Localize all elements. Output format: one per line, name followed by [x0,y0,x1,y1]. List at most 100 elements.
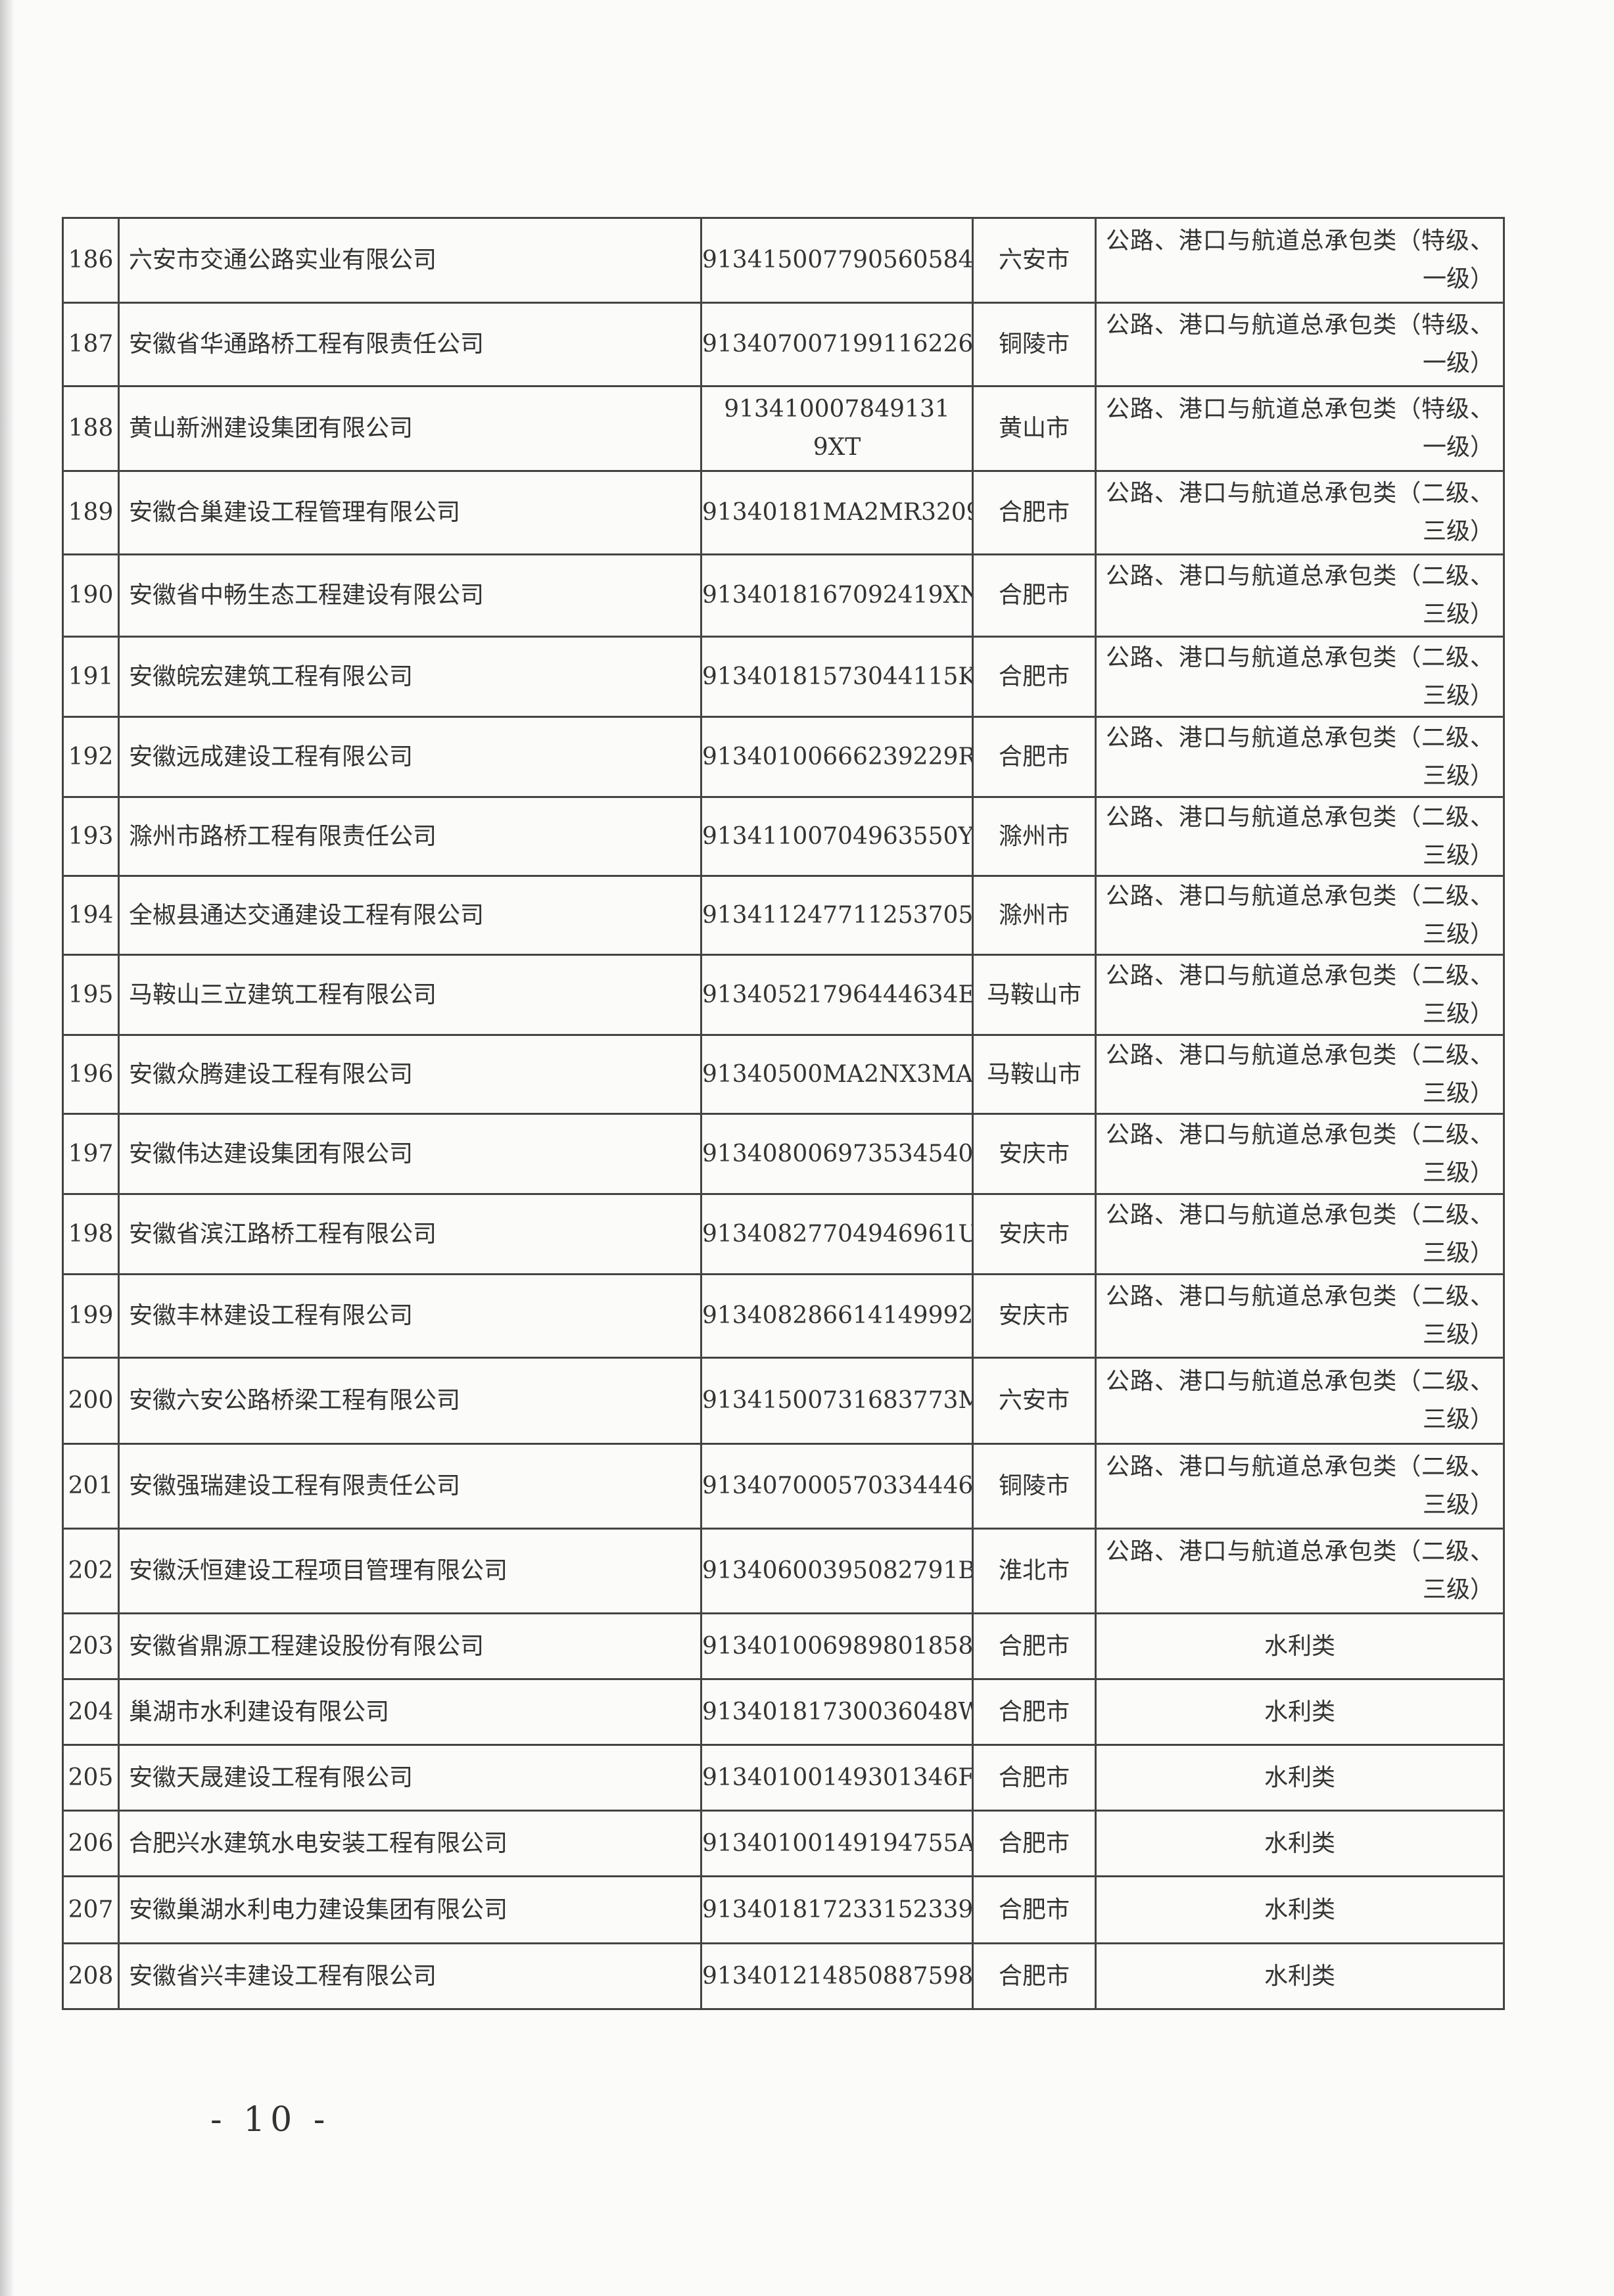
credit-code: 91340181730036048W [700,1678,974,1746]
credit-code: 913407000570334446 [700,1443,974,1530]
company-name: 安徽省兴丰建设工程有限公司 [118,1942,702,2010]
table-row: 189 安徽合巢建设工程管理有限公司 91340181MA2MR3209U 合肥市 公路… [62,470,1505,555]
table-row: 188 黄山新洲建设集团有限公司 913410007849131​9XT 黄山市 公路、… [62,385,1505,472]
city: 黄山市 [972,385,1097,472]
company-name: 安徽伟达建设集团有限公司 [118,1113,702,1195]
city: 马鞍山市 [972,954,1097,1036]
company-name: 合肥兴水建筑水电安装工程有限公司 [118,1810,702,1877]
city: 合肥市 [972,1612,1097,1680]
credit-code: 91340100666239229R [700,716,974,798]
row-number: 200 [62,1357,120,1445]
credit-code: 91340100149301346F [700,1744,974,1812]
company-name: 六安市交通公路实业有限公司 [118,217,702,304]
company-table: 186 六安市交通公路实业有限公司 913415007790560584 六安市 公路、… [62,217,1505,2010]
category: 公路、港口与航道总承包类（特级、一级） [1095,302,1505,387]
row-number: 203 [62,1612,120,1680]
company-name: 安徽省鼎源工程建设股份有限公司 [118,1612,702,1680]
credit-code: 91340500MA2NX3MA15 [700,1034,974,1115]
company-name: 安徽皖宏建筑工程有限公司 [118,636,702,718]
credit-code: 91340600395082791B [700,1528,974,1614]
row-number: 208 [62,1942,120,2010]
table-row: 205 安徽天晟建设工程有限公司 91340100149301346F 合肥市 水利类 [62,1744,1505,1812]
credit-code: 913411247711253705 [700,875,974,956]
credit-code: 91341500731683773M [700,1357,974,1445]
category: 公路、港口与航道总承包类（二级、三级） [1095,1113,1505,1195]
row-number: 193 [62,796,120,877]
table-row: 198 安徽省滨江路桥工程有限公司 91340827704946961U 安庆市 公路、… [62,1193,1505,1275]
table-row: 193 滁州市路桥工程有限责任公司 91341100704963550Y 滁州市 公路、… [62,796,1505,877]
company-name: 安徽合巢建设工程管理有限公司 [118,470,702,555]
city: 合肥市 [972,716,1097,798]
credit-code: 91340181MA2MR3209U [700,470,974,555]
company-name: 黄山新洲建设集团有限公司 [118,385,702,472]
category: 公路、港口与航道总承包类（二级、三级） [1095,716,1505,798]
company-name: 安徽省华通路桥工程有限责任公司 [118,302,702,387]
city: 合肥市 [972,1810,1097,1877]
row-number: 202 [62,1528,120,1614]
category: 公路、港口与航道总承包类（二级、三级） [1095,875,1505,956]
category: 水利类 [1095,1612,1505,1680]
city: 安庆市 [972,1273,1097,1359]
row-number: 191 [62,636,120,718]
category: 公路、港口与航道总承包类（二级、三级） [1095,636,1505,718]
city: 铜陵市 [972,302,1097,387]
company-name: 安徽六安公路桥梁工程有限公司 [118,1357,702,1445]
city: 合肥市 [972,553,1097,638]
table-row: 196安徽众腾建设工程有限公司91340500MA2NX3MA15马鞍山市公路、… [62,1034,1505,1115]
row-number: 188 [62,385,120,472]
table-row: 195 马鞍山三立建筑工程有限公司 91340521796444634E 马鞍山市 公路… [62,954,1505,1036]
row-number: 186 [62,217,120,304]
city: 安庆市 [972,1193,1097,1275]
table-row: 200 安徽六安公路桥梁工程有限公司 91341500731683773M 六安市 公路… [62,1357,1505,1445]
table-row: 199 安徽丰林建设工程有限公司 913408286614149992 安庆市 公路、港… [62,1273,1505,1359]
table-row: 190 安徽省中畅生态工程建设有限公司 9134018167092419XN 合肥市公… [62,553,1505,638]
row-number: 197 [62,1113,120,1195]
row-number: 204 [62,1678,120,1746]
row-number: 201 [62,1443,120,1530]
table-row: 194 全椒县通达交通建设工程有限公司 913411247711253705 滁州市公… [62,875,1505,956]
company-name: 安徽众腾建设工程有限公司 [118,1034,702,1115]
credit-code: 91340827704946961U [700,1193,974,1275]
table-row: 186 六安市交通公路实业有限公司 913415007790560584 六安市 公路、… [62,217,1505,304]
category: 公路、港口与航道总承包类（二级、三级） [1095,1193,1505,1275]
row-number: 195 [62,954,120,1036]
credit-code: 913410007849131​9XT [700,385,974,472]
city: 马鞍山市 [972,1034,1097,1115]
table-row: 204 巢湖市水利建设有限公司 91340181730036048W 合肥市 水利类 [62,1678,1505,1746]
city: 淮北市 [972,1528,1097,1614]
credit-code: 9134018167092419XN [700,553,974,638]
table-row: 203 安徽省鼎源工程建设股份有限公司 913401006989801858 合肥市水… [62,1612,1505,1680]
company-name: 巢湖市水利建设有限公司 [118,1678,702,1746]
category: 公路、港口与航道总承包类（二级、三级） [1095,1034,1505,1115]
table-body: 186 六安市交通公路实业有限公司 913415007790560584 六安市 公路、… [62,217,1505,2010]
city: 合肥市 [972,470,1097,555]
category: 公路、港口与航道总承包类（特级、一级） [1095,217,1505,304]
row-number: 205 [62,1744,120,1812]
company-name: 安徽巢湖水利电力建设集团有限公司 [118,1875,702,1944]
row-number: 198 [62,1193,120,1275]
category: 公路、港口与航道总承包类（二级、三级） [1095,1357,1505,1445]
page-number: - 10 - [210,2100,331,2140]
city: 合肥市 [972,1744,1097,1812]
category: 公路、港口与航道总承包类（二级、三级） [1095,1273,1505,1359]
category: 公路、港口与航道总承包类（二级、三级） [1095,553,1505,638]
category: 公路、港口与航道总承包类（二级、三级） [1095,954,1505,1036]
scan-edge [0,0,14,2296]
city: 安庆市 [972,1113,1097,1195]
row-number: 190 [62,553,120,638]
row-number: 189 [62,470,120,555]
table-row: 201 安徽强瑞建设工程有限责任公司 913407000570334446 铜陵市 公路… [62,1443,1505,1530]
table-row: 197 安徽伟达建设集团有限公司 913408006973534540 安庆市 公路、港… [62,1113,1505,1195]
company-name: 安徽强瑞建设工程有限责任公司 [118,1443,702,1530]
table-row: 207 安徽巢湖水利电力建设集团有限公司 913401817233152339 合肥市… [62,1875,1505,1944]
city: 合肥市 [972,1678,1097,1746]
category: 公路、港口与航道总承包类（特级、一级） [1095,385,1505,472]
category: 水利类 [1095,1942,1505,2010]
company-name: 安徽沃恒建设工程项目管理有限公司 [118,1528,702,1614]
table-row: 191 安徽皖宏建筑工程有限公司 91340181573044115K 合肥市 公路、港… [62,636,1505,718]
category: 公路、港口与航道总承包类（二级、三级） [1095,1443,1505,1530]
credit-code: 913415007790560584 [700,217,974,304]
row-number: 187 [62,302,120,387]
category: 水利类 [1095,1875,1505,1944]
city: 铜陵市 [972,1443,1097,1530]
